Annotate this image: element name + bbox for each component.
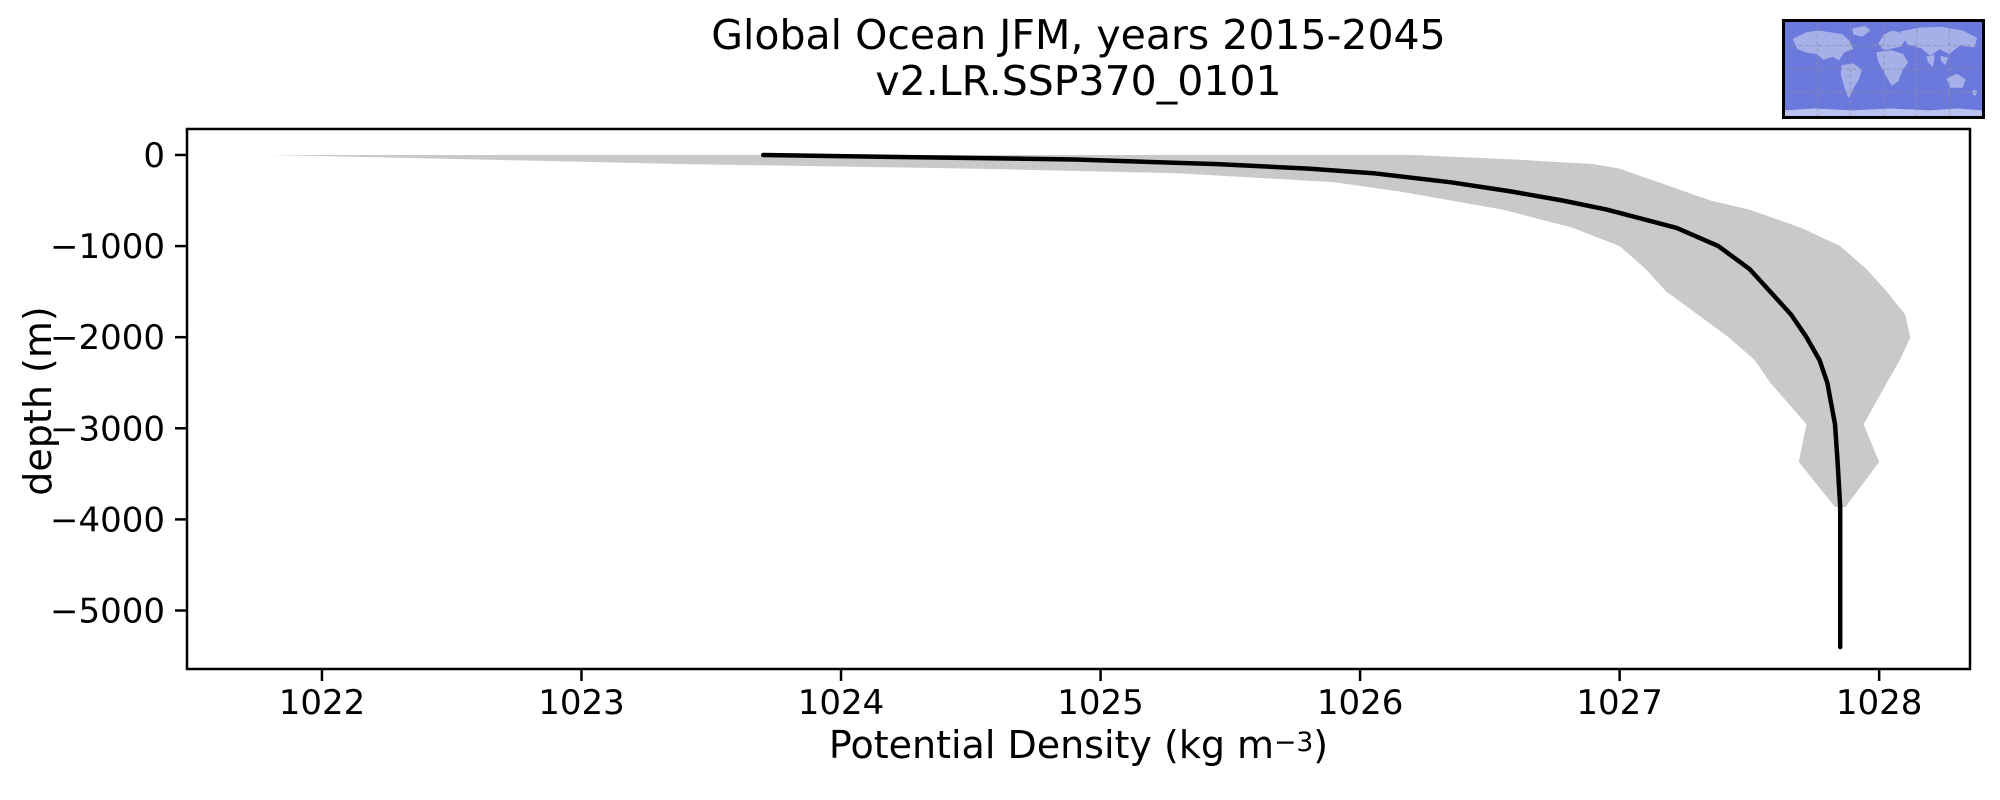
x-axis-label-exponent: −3 bbox=[1274, 727, 1314, 758]
x-axis-label-text: Potential Density (kg m bbox=[828, 723, 1275, 767]
map-continents bbox=[1792, 25, 1978, 99]
y-tick-label--5000: −5000 bbox=[50, 592, 165, 632]
map-graticule bbox=[1785, 22, 1982, 116]
x-tick-label-1025: 1025 bbox=[1057, 683, 1144, 723]
plot-frame bbox=[185, 127, 1972, 671]
y-tick-label--1000: −1000 bbox=[50, 227, 165, 267]
world-map-inset bbox=[1782, 19, 1985, 119]
x-tick-label-1027: 1027 bbox=[1576, 683, 1663, 723]
y-tick-label--4000: −4000 bbox=[50, 500, 165, 540]
map-antarctica bbox=[1785, 108, 1982, 116]
x-axis-label: Potential Density (kg m−3) bbox=[187, 722, 1970, 766]
uncertainty-band bbox=[270, 155, 1911, 507]
x-tick-label-1024: 1024 bbox=[798, 683, 885, 723]
world-map-svg bbox=[1785, 22, 1982, 116]
y-tick-label--2000: −2000 bbox=[50, 318, 165, 358]
y-tick-label--3000: −3000 bbox=[50, 409, 165, 449]
x-tick-label-1023: 1023 bbox=[538, 683, 625, 723]
x-tick-label-1026: 1026 bbox=[1317, 683, 1404, 723]
chart-subtitle: v2.LR.SSP370_0101 bbox=[875, 57, 1282, 105]
x-axis-label-close: ) bbox=[1313, 723, 1329, 767]
mean-density-line bbox=[760, 152, 1843, 650]
x-tick-label-1028: 1028 bbox=[1836, 683, 1923, 723]
y-axis-label: depth (m) bbox=[16, 306, 60, 496]
y-tick-label-0: 0 bbox=[143, 136, 165, 176]
chart-title: Global Ocean JFM, years 2015-2045 bbox=[711, 11, 1446, 59]
x-tick-label-1022: 1022 bbox=[279, 683, 366, 723]
